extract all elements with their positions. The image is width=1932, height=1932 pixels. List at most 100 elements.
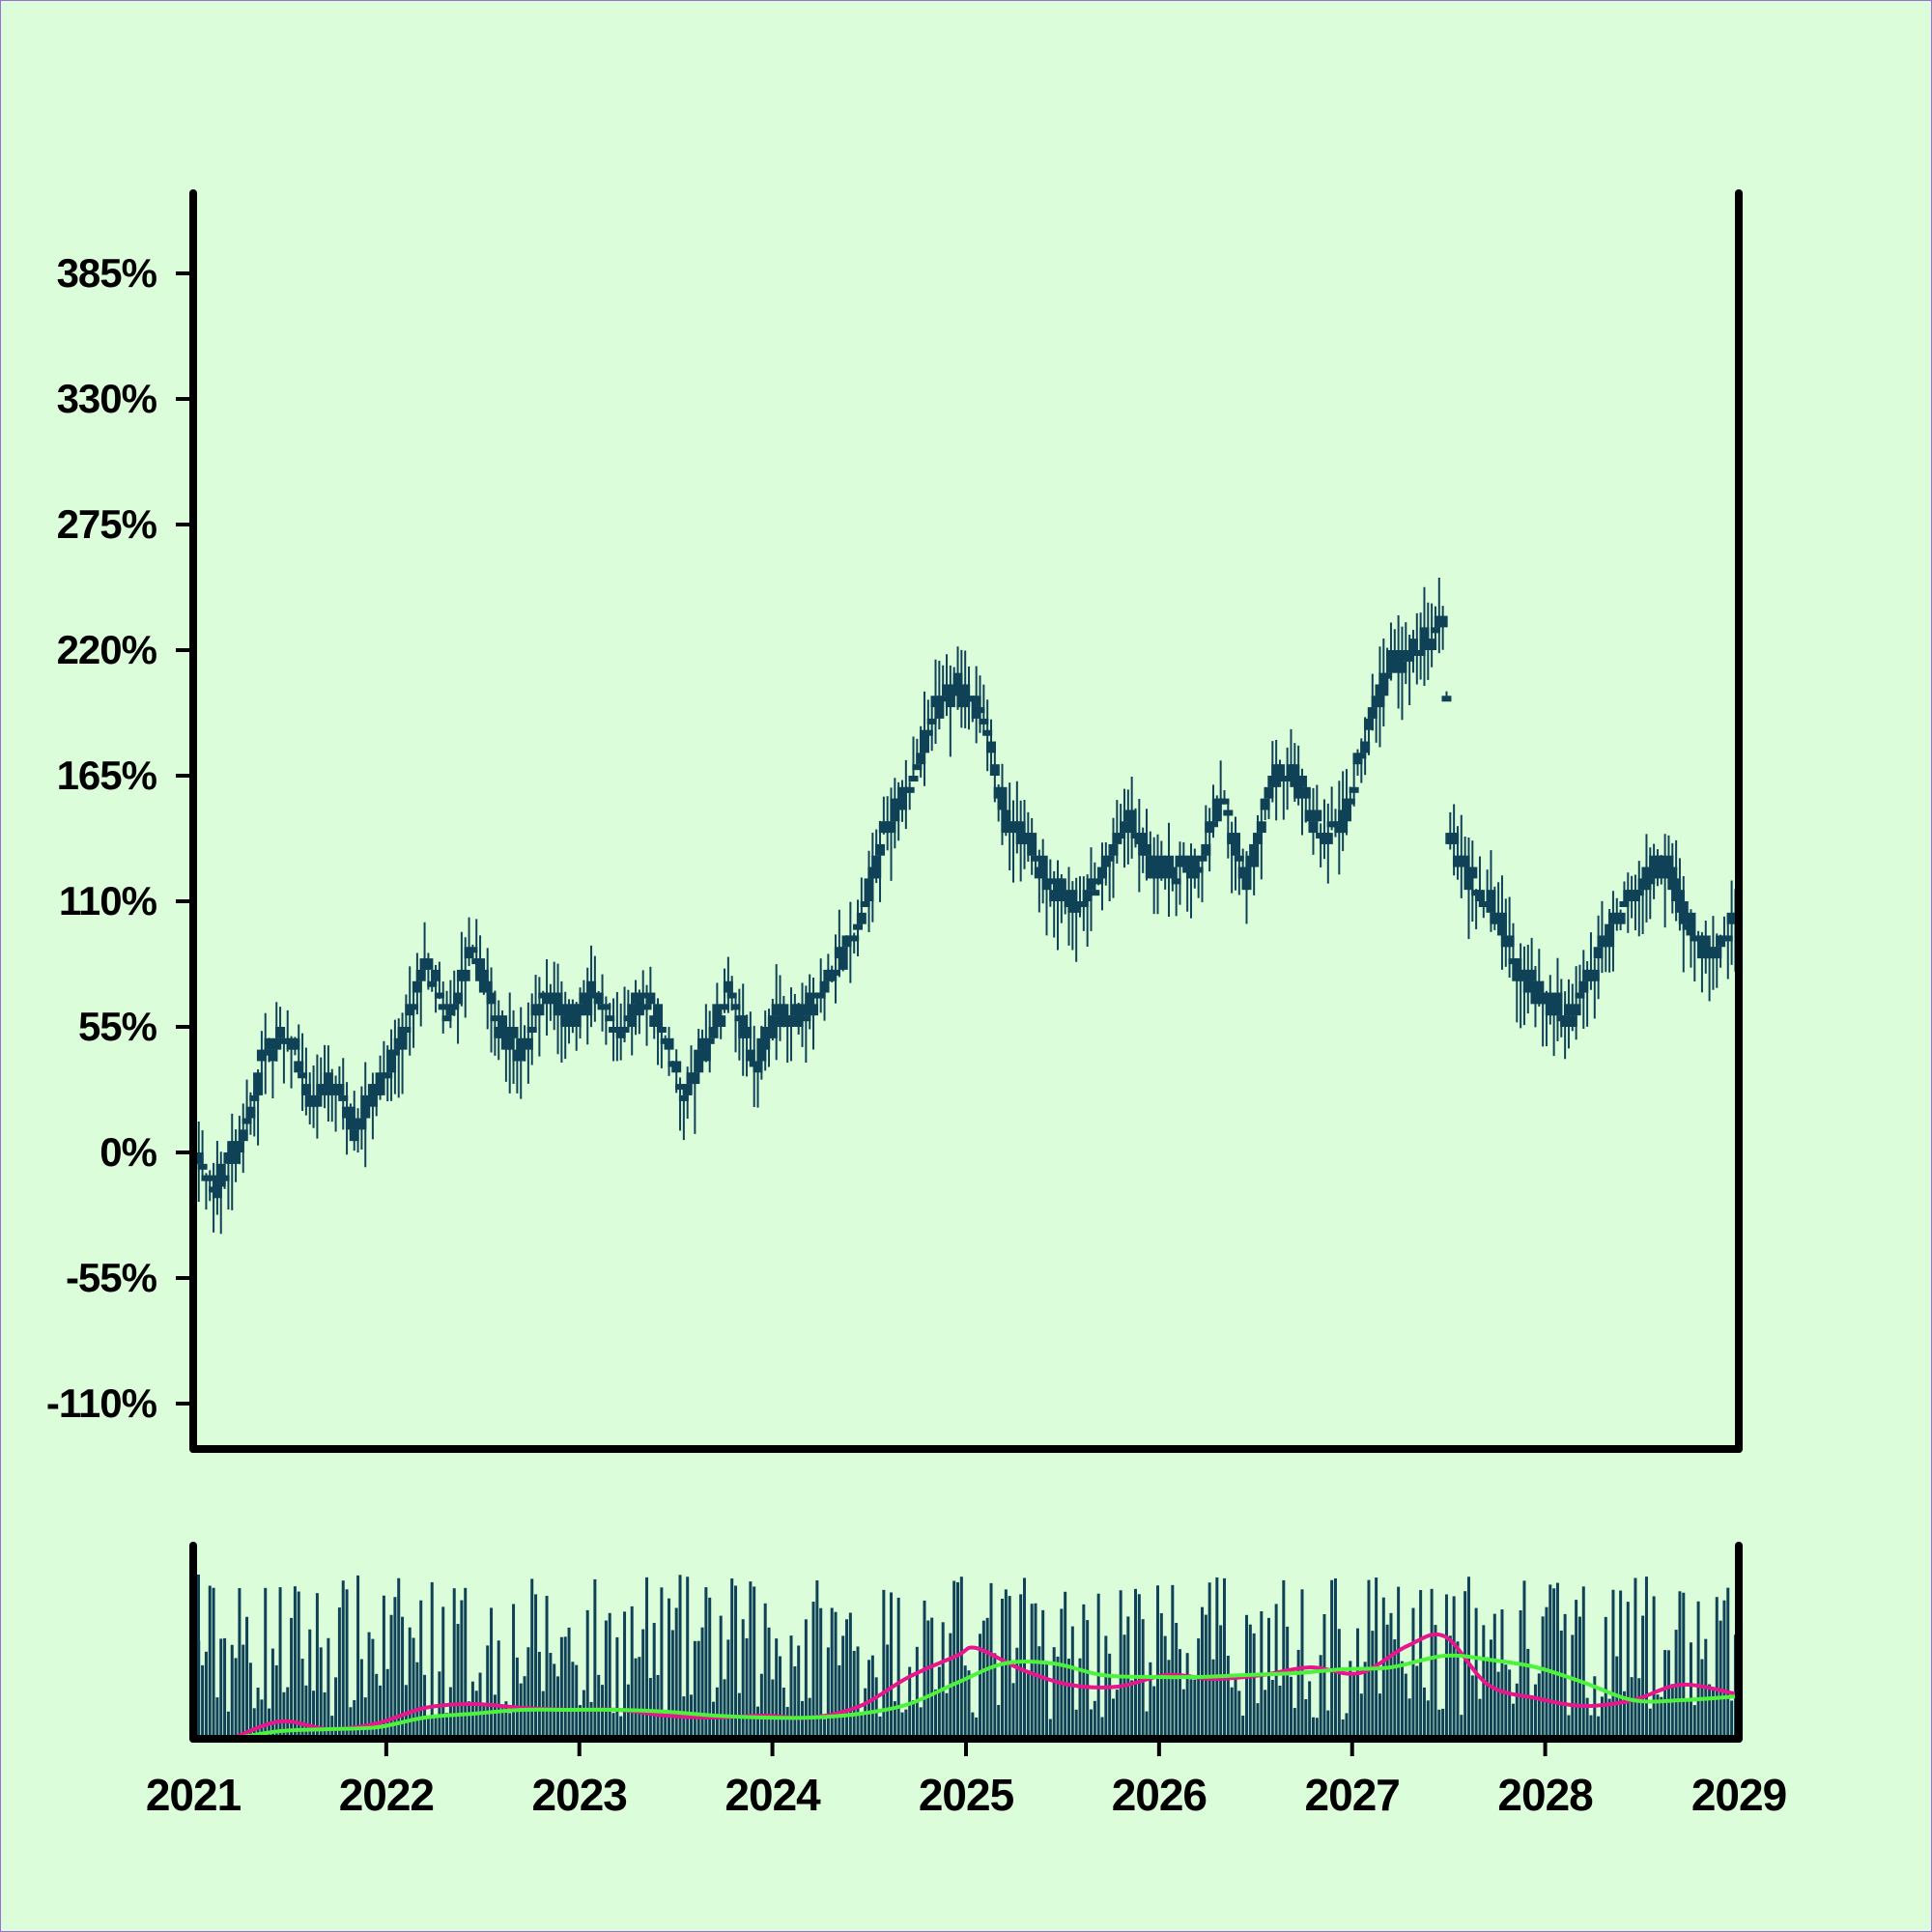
volume-bar <box>1149 1662 1151 1739</box>
candle-body <box>1350 787 1359 793</box>
volume-bar <box>383 1596 385 1739</box>
volume-bar <box>1201 1607 1204 1739</box>
volume-bar <box>197 1575 200 1739</box>
volume-bar <box>486 1645 489 1739</box>
volume-bar <box>1686 1700 1689 1739</box>
volume-bar <box>631 1606 634 1739</box>
volume-bar <box>312 1690 315 1739</box>
volume-bar <box>526 1647 529 1739</box>
volume-bar <box>516 1658 519 1739</box>
volume-bar <box>571 1662 574 1739</box>
candle-body <box>653 1004 663 1027</box>
volume-bar <box>904 1710 907 1739</box>
volume-bar <box>1120 1590 1122 1739</box>
candle-body <box>909 776 919 781</box>
volume-bar <box>346 1589 349 1739</box>
volume-bar <box>1722 1601 1725 1739</box>
volume-bar <box>257 1688 260 1739</box>
volume-bar <box>1552 1588 1555 1739</box>
volume-bar <box>294 1586 297 1739</box>
volume-bar <box>1437 1710 1440 1739</box>
volume-bar <box>1326 1711 1329 1739</box>
volume-bar <box>1649 1709 1652 1739</box>
volume-bar <box>1086 1620 1089 1739</box>
y-tick-label: 275% <box>57 501 157 547</box>
volume-bar <box>930 1618 933 1739</box>
volume-bar <box>349 1707 352 1739</box>
volume-bar <box>1508 1669 1511 1739</box>
volume-bar <box>1667 1650 1670 1739</box>
volume-bar <box>1530 1695 1533 1739</box>
volume-bar <box>1453 1596 1456 1739</box>
volume-bar <box>1663 1650 1666 1739</box>
volume-bar <box>1708 1685 1711 1739</box>
volume-bar <box>1627 1602 1630 1739</box>
volume-bar <box>1249 1625 1252 1739</box>
volume-bar <box>1719 1621 1722 1739</box>
volume-bar <box>675 1607 678 1739</box>
volume-bar <box>342 1580 345 1739</box>
volume-bar <box>1071 1627 1074 1739</box>
volume-bar <box>219 1638 222 1739</box>
volume-bar <box>1211 1660 1214 1739</box>
volume-bar <box>1637 1678 1640 1739</box>
volume-bar <box>490 1607 493 1739</box>
volume-bar <box>841 1635 844 1739</box>
candle-body <box>665 1038 674 1050</box>
volume-bar <box>1293 1708 1296 1739</box>
volume-bar <box>1542 1616 1545 1739</box>
volume-bar <box>782 1688 785 1739</box>
volume-bar <box>1041 1610 1044 1739</box>
volume-bar <box>1449 1635 1452 1739</box>
volume-bar <box>1611 1590 1614 1739</box>
volume-bar <box>712 1702 715 1739</box>
volume-bar <box>1493 1614 1496 1739</box>
volume-bar <box>1545 1607 1548 1739</box>
volume-bar <box>635 1659 638 1739</box>
volume-bar <box>797 1645 800 1739</box>
volume-bar <box>1267 1618 1270 1739</box>
candle-body <box>716 1015 725 1027</box>
volume-bar <box>1197 1638 1200 1739</box>
volume-bar <box>835 1612 838 1739</box>
volume-bar <box>912 1700 915 1739</box>
volume-bar <box>1219 1625 1222 1739</box>
volume-bar <box>653 1623 656 1739</box>
volume-bar <box>457 1624 460 1739</box>
volume-bar <box>593 1579 596 1739</box>
volume-bar <box>560 1637 563 1739</box>
volume-bar <box>942 1622 945 1739</box>
volume-bar <box>1716 1597 1719 1739</box>
volume-bar <box>1522 1580 1525 1739</box>
volume-bar <box>209 1586 212 1739</box>
volume-bar <box>1304 1699 1307 1739</box>
volume-bar <box>1653 1596 1656 1739</box>
volume-bar <box>934 1690 937 1739</box>
x-tick-label: 2026 <box>1112 1770 1207 1820</box>
volume-bar <box>353 1700 355 1739</box>
y-tick-label: 165% <box>57 753 157 798</box>
volume-bar <box>615 1637 618 1739</box>
volume-bar <box>494 1694 497 1739</box>
volume-bar <box>612 1713 615 1739</box>
volume-bar <box>1408 1698 1411 1739</box>
volume-bar <box>845 1619 848 1739</box>
volume-bar <box>775 1638 778 1739</box>
volume-bar <box>271 1649 274 1739</box>
volume-bar <box>1012 1683 1015 1739</box>
volume-bar <box>756 1707 759 1739</box>
volume-bar <box>920 1707 923 1739</box>
volume-bar <box>1586 1698 1589 1739</box>
volume-bar <box>338 1607 341 1739</box>
volume-bar <box>1264 1690 1266 1739</box>
volume-bar <box>1057 1657 1060 1739</box>
volume-bar <box>275 1665 278 1739</box>
volume-bar <box>1300 1589 1303 1739</box>
volume-bar <box>368 1633 371 1739</box>
candle-body <box>990 764 1000 776</box>
volume-bar <box>586 1610 589 1739</box>
volume-bar <box>1171 1585 1174 1739</box>
volume-bar <box>356 1576 359 1739</box>
volume-bar <box>1397 1587 1400 1739</box>
